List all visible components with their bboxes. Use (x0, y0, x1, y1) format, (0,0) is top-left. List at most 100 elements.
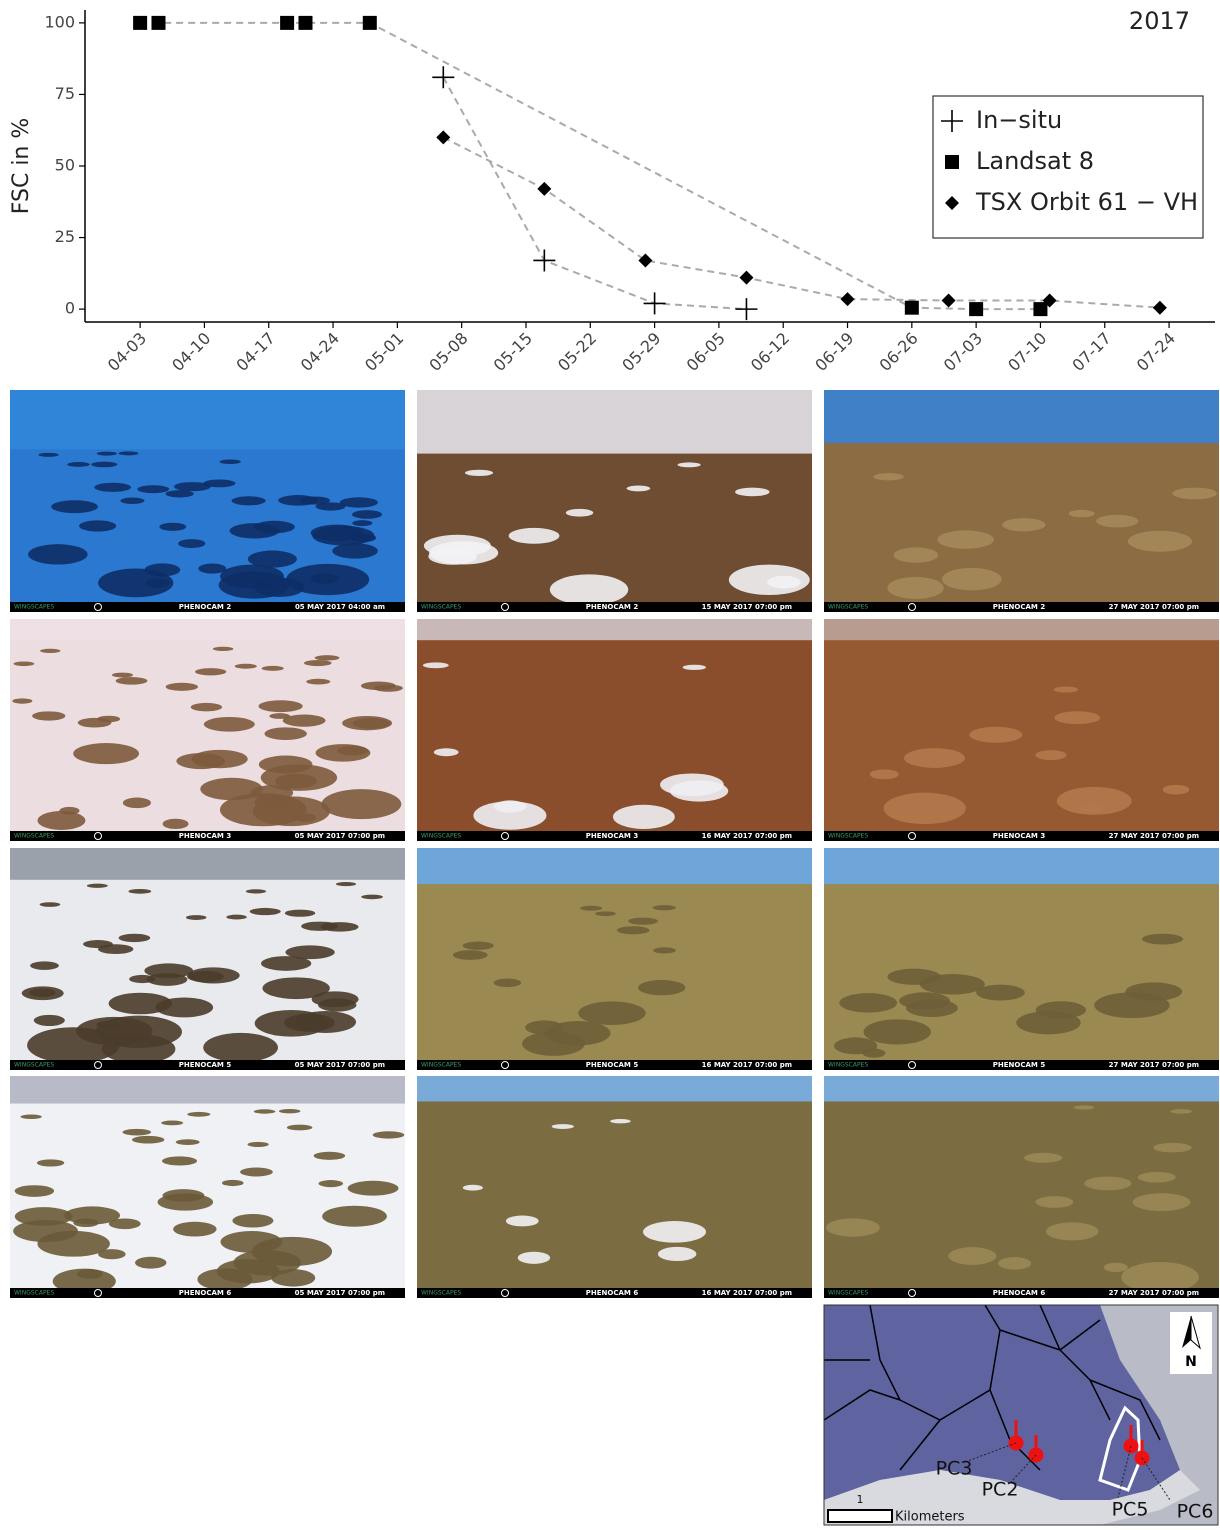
point (969, 302, 983, 316)
photo-patch (248, 551, 297, 568)
photo-patch (1142, 934, 1183, 945)
photo-patch (40, 902, 61, 907)
photo-patch (159, 523, 186, 531)
photo-patch (1163, 785, 1190, 795)
photo-patch (30, 961, 59, 970)
photo-patch (1024, 1153, 1062, 1163)
photo-patch (658, 1247, 697, 1261)
site-label: PC2 (982, 1479, 1019, 1501)
photo-sky (824, 848, 1219, 884)
y-tick-label: 50 (55, 156, 75, 175)
point (436, 130, 450, 144)
photo-logo: WINGSCAPES (421, 1062, 461, 1069)
photo-patch (79, 520, 116, 531)
photo-patch (15, 1185, 54, 1197)
photo-patch (494, 979, 521, 988)
photo-sky (824, 1076, 1219, 1101)
photo-patch (28, 544, 88, 564)
photo-patch (120, 498, 144, 504)
photo-patch (158, 1194, 213, 1211)
photo-patch (67, 462, 90, 467)
photo-ground (417, 1076, 812, 1288)
photo-camera: PHENOCAM 6 (586, 1289, 639, 1297)
photo-patch (109, 993, 172, 1015)
photo-patch (12, 698, 32, 703)
photo-patch (826, 1218, 880, 1236)
photo-patch (147, 973, 188, 986)
photo-patch (254, 521, 295, 533)
photo-patch (13, 1220, 78, 1242)
photo-patch (340, 497, 378, 507)
photo-timestamp: 15 MAY 2017 07:00 pm (702, 603, 792, 611)
photo-camera: PHENOCAM 5 (586, 1061, 639, 1069)
site-label: PC6 (1177, 1501, 1214, 1523)
photo-patch (937, 530, 994, 548)
photo-patch (353, 718, 390, 729)
photo-patch (118, 451, 138, 455)
series-line (140, 23, 1040, 309)
site-map: PC3 PC2 PC5 PC6 N 1 Kilometers (824, 1305, 1218, 1525)
photo-patch (465, 470, 493, 476)
photo-patch (350, 534, 377, 542)
point (739, 271, 753, 285)
photo-patch (264, 727, 306, 740)
photo-patch (304, 660, 332, 666)
photo-patch (1036, 1001, 1086, 1018)
photo-patch (839, 993, 897, 1013)
photo-patch (552, 1124, 574, 1129)
photo-camera: PHENOCAM 2 (586, 603, 639, 611)
photo-patch (1036, 750, 1067, 760)
photo-patch (232, 496, 266, 505)
photo-camera: PHENOCAM 5 (179, 1061, 232, 1069)
photo-patch (279, 1109, 300, 1113)
photo-sky (824, 390, 1219, 443)
photo-patch (187, 967, 239, 983)
x-tick-label: 06-19 (811, 329, 857, 375)
photo-sky (10, 1076, 405, 1104)
photo-patch (258, 700, 302, 712)
photo-patch (904, 748, 965, 768)
photo-sky (10, 619, 405, 640)
photo-patch (429, 541, 498, 564)
photo-patch (246, 889, 266, 893)
photo-camera: PHENOCAM 2 (993, 603, 1046, 611)
point (133, 16, 147, 30)
photo-patch (332, 543, 378, 558)
photo-patch (213, 647, 234, 651)
x-tick-label: 07-24 (1133, 329, 1179, 375)
photo-patch (250, 908, 281, 915)
photo-patch (76, 1017, 152, 1045)
photo-logo: WINGSCAPES (828, 604, 868, 611)
photo-patch (187, 1112, 210, 1117)
photo-patch (14, 661, 35, 666)
photo-patch (1054, 687, 1078, 693)
photo-patch (235, 664, 257, 669)
photo-timestamp: 05 MAY 2017 07:00 pm (295, 832, 385, 840)
photo-patch (643, 1221, 706, 1243)
photo-patch (37, 811, 85, 830)
photo-patch (98, 1249, 126, 1259)
photo-patch (97, 452, 117, 456)
photo-patch (98, 568, 173, 597)
photo-patch (610, 1119, 630, 1123)
photo-patch (1170, 1109, 1191, 1113)
photo-sky (417, 390, 812, 454)
phenocam-photo: WINGSCAPESPHENOCAM 616 MAY 2017 07:00 pm (417, 1076, 812, 1298)
photo-patch (123, 1129, 152, 1136)
photo-patch (617, 926, 650, 934)
photo-patch (1153, 1143, 1191, 1153)
photo-patch (1094, 992, 1169, 1018)
photo-patch (1069, 510, 1095, 518)
photo-patch (1036, 1196, 1074, 1208)
year-annotation: 2017 (1129, 7, 1190, 35)
photo-camera: PHENOCAM 3 (586, 832, 639, 840)
photo-patch (1046, 1222, 1098, 1240)
photo-patch (887, 969, 940, 985)
